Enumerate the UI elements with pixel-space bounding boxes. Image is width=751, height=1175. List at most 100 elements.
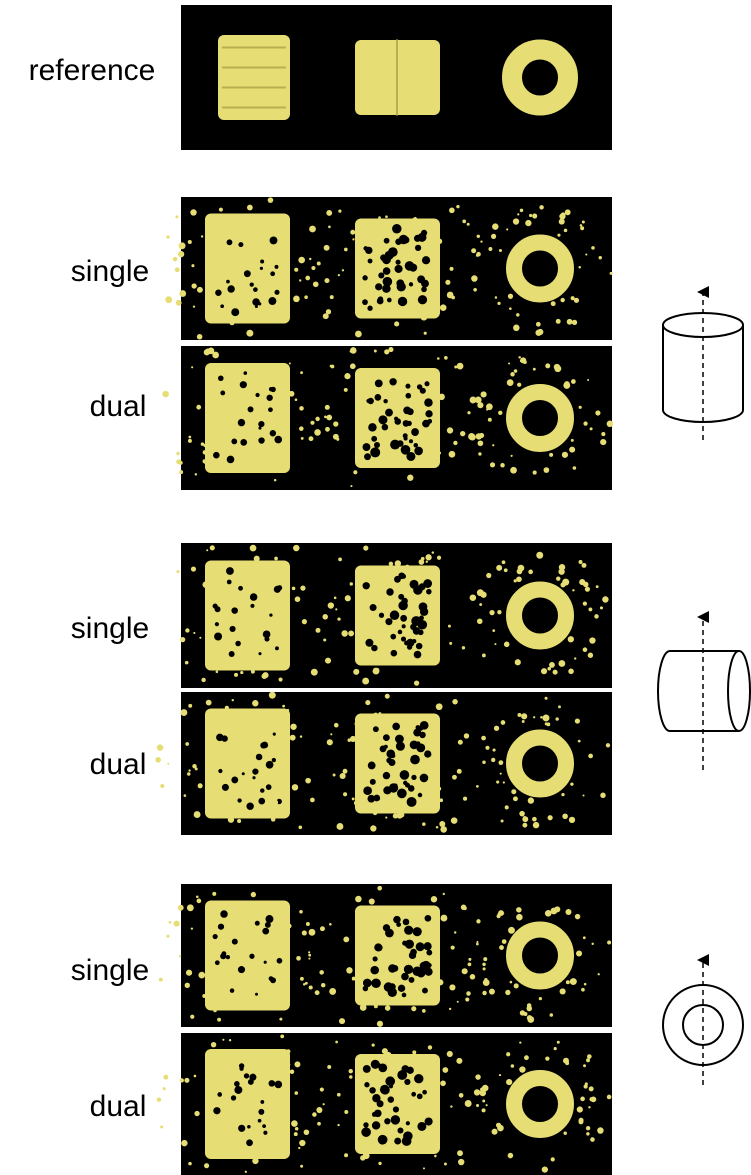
speck (323, 1103, 325, 1105)
hole (369, 1087, 375, 1093)
speck (432, 382, 435, 385)
hole (232, 939, 238, 945)
speck (529, 214, 532, 217)
hole (248, 406, 254, 412)
speck (505, 990, 510, 995)
speck (180, 709, 187, 716)
hole (213, 1107, 220, 1114)
hole (372, 1121, 380, 1129)
speck (333, 774, 336, 777)
panels (155, 5, 613, 1175)
hole (220, 953, 226, 959)
speck (435, 984, 438, 987)
hole (273, 733, 276, 736)
speck (246, 330, 253, 337)
speck (438, 451, 441, 454)
speck (179, 242, 186, 249)
speck (582, 795, 584, 797)
speck (582, 563, 587, 568)
speck (299, 910, 303, 914)
speck (159, 978, 163, 982)
speck (283, 306, 288, 311)
hole (390, 610, 400, 620)
hole (398, 985, 405, 992)
hole (389, 378, 396, 385)
speck (300, 977, 304, 981)
speck (492, 1129, 498, 1135)
hole (274, 290, 279, 295)
speck (462, 646, 465, 649)
speck (325, 427, 330, 432)
hole (252, 768, 258, 774)
speck (442, 1067, 448, 1073)
speck (532, 817, 537, 822)
row-label: single (71, 954, 149, 987)
hole (383, 399, 387, 403)
hole (220, 391, 225, 396)
speck (176, 570, 179, 573)
hole (419, 616, 424, 621)
speck (313, 281, 319, 287)
speck (482, 1100, 485, 1103)
speck (556, 319, 561, 324)
speck (205, 920, 207, 922)
speck (560, 988, 566, 994)
row-label: dual (90, 1090, 147, 1123)
speck (184, 794, 187, 797)
speck (600, 439, 606, 445)
speck (370, 825, 376, 831)
speck (316, 1107, 322, 1113)
speck (334, 723, 339, 728)
speck (304, 295, 308, 299)
speck (440, 304, 447, 311)
speck (476, 1104, 479, 1107)
hole (388, 247, 398, 257)
hole (363, 786, 372, 795)
speck (374, 1004, 378, 1008)
speck (163, 1075, 168, 1080)
speck (556, 576, 560, 580)
speck (443, 893, 445, 895)
speck (518, 356, 520, 358)
speck (217, 1018, 221, 1022)
hole (424, 398, 432, 406)
speck (185, 661, 189, 665)
speck (290, 735, 296, 741)
speck (504, 642, 510, 648)
speck (482, 1108, 486, 1112)
speck (327, 1065, 331, 1069)
speck (449, 451, 456, 458)
speck (217, 996, 221, 1000)
hole (240, 439, 247, 446)
speck (174, 921, 180, 927)
speck (465, 1100, 472, 1107)
speck (191, 566, 196, 571)
hole (425, 410, 432, 417)
hole (424, 750, 431, 757)
speck (162, 391, 169, 398)
hole (237, 798, 241, 802)
speck (369, 899, 375, 905)
hole (250, 282, 254, 286)
speck (550, 908, 557, 915)
speck (385, 694, 390, 699)
hole (390, 634, 396, 640)
speck (244, 714, 246, 716)
speck (481, 736, 486, 741)
speck (428, 1045, 432, 1049)
hole (408, 785, 415, 792)
speck (448, 625, 451, 628)
hole (262, 928, 269, 935)
speck (454, 365, 457, 368)
speck (350, 230, 355, 235)
speck (329, 923, 332, 926)
speck (214, 368, 221, 375)
speck (526, 1006, 532, 1012)
speck (476, 943, 479, 946)
speck (346, 967, 352, 973)
speck (544, 467, 550, 473)
page: reference single dual single dual single… (0, 0, 751, 1175)
speck (204, 461, 207, 464)
speck (323, 639, 326, 642)
speck (482, 991, 486, 995)
